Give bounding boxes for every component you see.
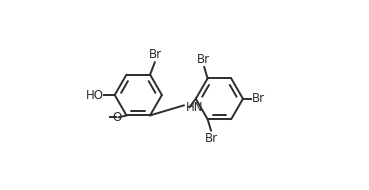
Text: O: O [113, 111, 122, 124]
Text: Br: Br [251, 92, 265, 105]
Text: HN: HN [186, 101, 204, 114]
Text: Br: Br [197, 52, 210, 66]
Text: HO: HO [86, 89, 104, 101]
Text: Br: Br [205, 132, 218, 145]
Text: Br: Br [148, 48, 162, 61]
